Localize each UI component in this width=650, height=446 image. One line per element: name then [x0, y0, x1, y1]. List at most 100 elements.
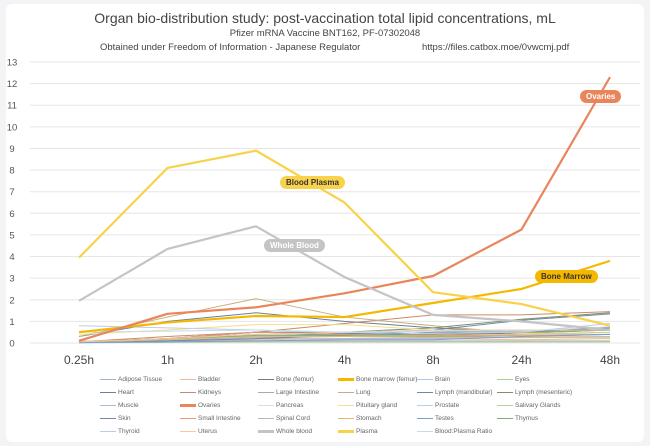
legend-swatch: [180, 379, 196, 380]
legend-swatch: [100, 418, 116, 419]
legend-item: Pituitary gland: [338, 402, 397, 409]
legend-item: Prostate: [417, 402, 459, 409]
legend-item: Eyes: [497, 376, 529, 383]
x-tick-label: 24h: [511, 353, 531, 367]
series-line-bone-marrow-femur-: [78, 259, 611, 334]
annotation-label: Blood Plasma: [280, 176, 345, 189]
legend-item: Pancreas: [258, 402, 303, 409]
legend-swatch: [258, 405, 274, 406]
annotation-label: Ovaries: [580, 90, 622, 103]
legend-label: Lung: [356, 389, 371, 396]
legend-label: Stomach: [356, 415, 382, 422]
legend-label: Bladder: [198, 376, 221, 383]
legend-label: Brain: [435, 376, 451, 383]
legend-item: Heart: [100, 389, 134, 396]
legend-label: Lymph (mandibular): [435, 389, 493, 396]
legend-swatch: [338, 418, 354, 419]
legend-item: Salivary Glands: [497, 402, 561, 409]
legend-label: Whole blood: [276, 428, 313, 435]
chart-title: Organ bio-distribution study: post-vacci…: [94, 10, 556, 26]
legend-label: Skin: [118, 415, 131, 422]
legend-item: Stomach: [338, 415, 382, 422]
legend-swatch: [100, 379, 116, 380]
annotation-label: Bone Marrow: [535, 270, 598, 283]
annotation-label: Whole Blood: [264, 239, 325, 252]
x-tick-label: 0.25h: [64, 353, 94, 367]
y-tick-label: 9: [9, 144, 14, 155]
legend-item: Spinal Cord: [258, 415, 310, 422]
x-tick-label: 4h: [338, 353, 351, 367]
legend-label: Eyes: [515, 376, 530, 383]
legend-swatch: [497, 418, 513, 419]
legend-label: Blood:Plasma Ratio: [435, 428, 493, 435]
legend-item: Whole blood: [258, 428, 312, 435]
series-line-stomach: [78, 336, 611, 343]
legend-item: Kidneys: [180, 389, 221, 396]
legend-label: Adipose Tissue: [118, 376, 163, 383]
legend-item: Testes: [417, 415, 454, 422]
legend-label: Lymph (mesenteric): [515, 389, 573, 396]
legend-swatch: [258, 430, 274, 433]
y-tick-label: 8: [9, 166, 14, 177]
source-url: https://files.catbox.moe/0vwcmj.pdf: [422, 42, 570, 53]
legend-label: Heart: [118, 389, 134, 396]
legend-swatch: [180, 418, 196, 419]
y-tick-label: 13: [7, 58, 18, 69]
legend-item: Plasma: [338, 428, 378, 435]
legend-label: Thyroid: [118, 428, 140, 435]
legend-item: Adipose Tissue: [100, 376, 162, 383]
legend-label: Large Intestine: [276, 389, 320, 396]
legend-item: Ovaries: [180, 402, 220, 409]
legend-label: Uterus: [198, 428, 218, 435]
legend-item: Lung: [338, 389, 370, 396]
legend-swatch: [180, 404, 196, 407]
y-tick-label: 1: [9, 317, 14, 328]
legend-label: Small Intestine: [198, 415, 241, 422]
x-tick-label: 48h: [600, 353, 620, 367]
legend-swatch: [180, 431, 196, 432]
legend-label: Prostate: [435, 402, 460, 409]
legend-swatch: [100, 431, 116, 432]
x-tick-label: 2h: [249, 353, 262, 367]
y-tick-label: 2: [9, 295, 14, 306]
source-note: Obtained under Freedom of Information - …: [100, 42, 361, 53]
y-tick-label: 5: [9, 230, 14, 241]
legend-label: Thymus: [515, 415, 539, 422]
legend-swatch: [100, 405, 116, 406]
legend-label: Plasma: [356, 428, 378, 435]
y-tick-label: 7: [9, 187, 14, 198]
y-tick-label: 6: [9, 209, 14, 220]
legend-item: Skin: [100, 415, 131, 422]
legend-label: Ovaries: [198, 402, 221, 409]
legend-item: Bladder: [180, 376, 220, 383]
y-tick-label: 10: [7, 122, 18, 133]
legend-item: Brain: [417, 376, 450, 383]
legend-swatch: [338, 378, 354, 381]
legend-item: Uterus: [180, 428, 217, 435]
y-tick-label: 4: [9, 252, 14, 263]
legend-item: Thymus: [497, 415, 538, 422]
y-tick-label: 12: [7, 79, 18, 90]
series-line-whole-blood: [78, 225, 611, 332]
legend-item: Blood:Plasma Ratio: [417, 428, 492, 435]
series-line-ovaries: [78, 76, 611, 342]
series-line-kidneys: [78, 311, 611, 343]
legend-item: Lymph (mesenteric): [497, 389, 572, 396]
x-tick-label: 8h: [426, 353, 439, 367]
series-line-blood-plasma-ratio: [78, 326, 611, 333]
legend-swatch: [258, 392, 274, 393]
legend-swatch: [417, 392, 433, 393]
y-tick-label: 11: [7, 101, 17, 112]
legend-label: Muscle: [118, 402, 139, 409]
legend-swatch: [497, 392, 513, 393]
x-tick-label: 1h: [161, 353, 174, 367]
chart-subtitle: Pfizer mRNA Vaccine BNT162, PF-07302048: [229, 28, 421, 39]
legend-swatch: [417, 431, 433, 432]
legend-swatch: [338, 405, 354, 406]
y-tick-label: 3: [9, 274, 14, 285]
legend-swatch: [417, 405, 433, 406]
legend-swatch: [258, 418, 274, 419]
legend-item: Muscle: [100, 402, 139, 409]
series-line-plasma: [78, 149, 611, 327]
